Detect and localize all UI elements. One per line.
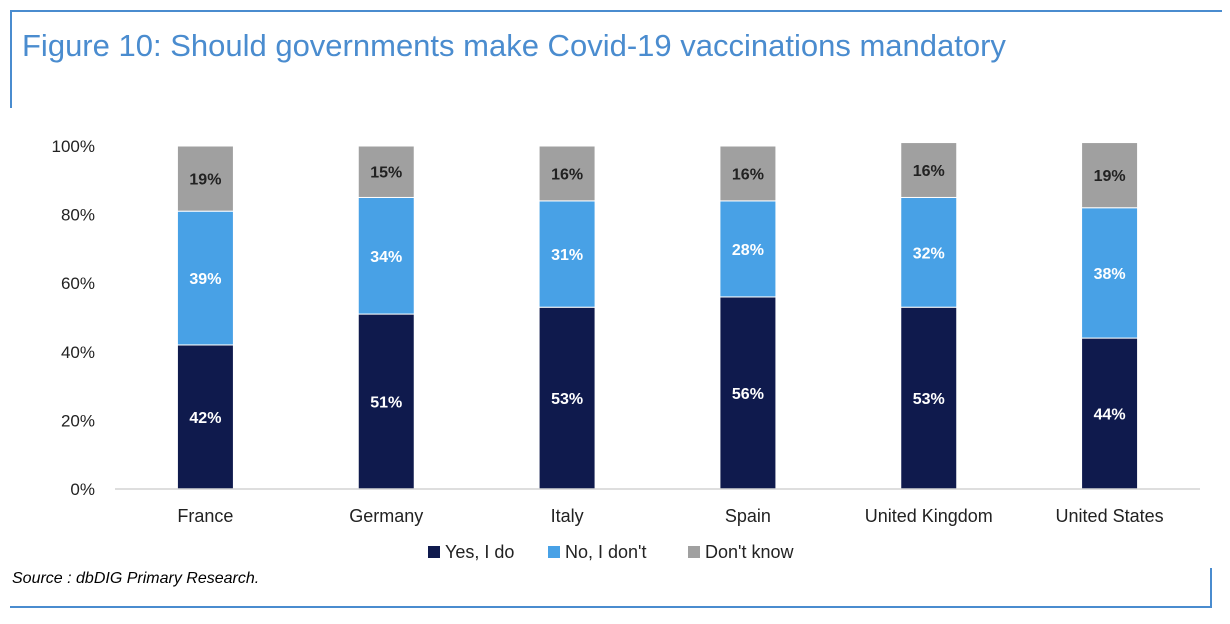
data-label: 16% [732,166,764,183]
y-tick-label: 20% [61,411,95,430]
legend-label: Don't know [705,542,794,562]
frame-top-line [10,10,1222,12]
data-label: 32% [913,245,945,262]
data-label: 34% [370,249,402,266]
data-label: 15% [370,165,402,182]
data-label: 16% [551,166,583,183]
legend-swatch [688,546,700,558]
x-category-label: United States [1056,506,1164,526]
legend-label: No, I don't [565,542,646,562]
data-label: 28% [732,242,764,259]
y-tick-label: 60% [61,274,95,293]
y-tick-label: 0% [70,480,95,499]
bar-segment [176,145,234,212]
frame-left-line [10,10,12,108]
frame-right-line [1210,568,1212,608]
data-label: 19% [189,172,221,189]
x-category-label: Germany [349,506,423,526]
data-label: 44% [1094,407,1126,424]
x-category-label: France [177,506,233,526]
data-label: 19% [1094,168,1126,185]
data-label: 38% [1094,266,1126,283]
y-tick-label: 40% [61,343,95,362]
bar-segment [538,200,596,308]
bar-segment [900,196,958,308]
x-category-label: United Kingdom [865,506,993,526]
figure-title: Figure 10: Should governments make Covid… [22,28,1006,63]
y-tick-label: 100% [52,137,95,156]
data-label: 42% [189,410,221,427]
bar-segment [900,142,958,198]
data-label: 51% [370,395,402,412]
data-label: 31% [551,247,583,264]
legend-swatch [548,546,560,558]
data-label: 53% [551,391,583,408]
bar-segment [538,145,596,202]
frame-bottom-line [10,606,1212,608]
data-label: 16% [913,163,945,180]
bar-segment [538,306,596,490]
data-label: 39% [189,271,221,288]
x-category-label: Spain [725,506,771,526]
bar-segment [1081,337,1139,490]
bar-segment [1081,207,1139,339]
bar-segment [719,296,777,490]
bar-segment [719,145,777,202]
bar-segment [719,200,777,298]
legend-swatch [428,546,440,558]
data-label: 56% [732,386,764,403]
legend-label: Yes, I do [445,542,514,562]
bar-segment [176,344,234,490]
source-note: Source : dbDIG Primary Research. [12,570,260,587]
y-tick-label: 80% [61,206,95,225]
bar-segment [357,145,415,198]
x-category-label: Italy [551,506,584,526]
data-label: 53% [913,391,945,408]
bar-segment [1081,142,1139,209]
bar-segment [357,313,415,490]
bar-segment [357,196,415,315]
